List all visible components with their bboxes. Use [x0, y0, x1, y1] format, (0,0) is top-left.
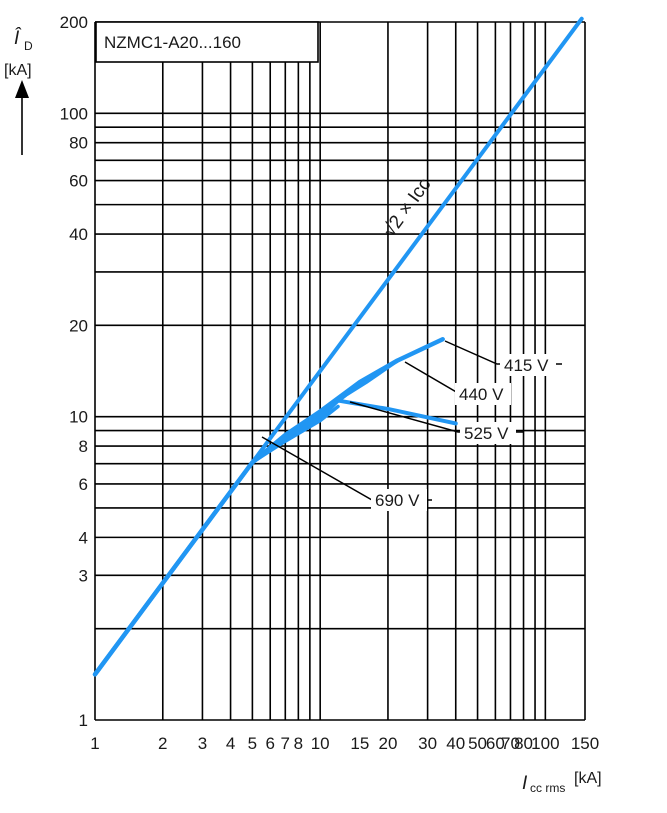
x-tick-label: 8 [294, 734, 303, 753]
annotation-label-440v: 440 V [459, 385, 504, 404]
x-tick-label: 4 [226, 734, 235, 753]
x-tick-label: 2 [158, 734, 167, 753]
x-tick-label: 60 [486, 734, 505, 753]
x-tick-label: 10 [311, 734, 330, 753]
annotation-label-690v: 690 V [375, 491, 420, 510]
annotation-box [455, 383, 511, 405]
x-tick-label: 100 [531, 734, 559, 753]
x-tick-label: 80 [514, 734, 533, 753]
y-tick-label: 100 [60, 104, 88, 123]
x-tick-label: 3 [198, 734, 207, 753]
x-tick-label: 20 [378, 734, 397, 753]
x-tick-label: 15 [350, 734, 369, 753]
y-tick-label: 1 [79, 711, 88, 730]
series-layer [92, 16, 584, 677]
x-axis-symbol: I [522, 773, 528, 794]
title-box [95, 21, 319, 63]
leader-line [334, 399, 416, 416]
series-line-690v [93, 404, 340, 677]
y-tick-label: 200 [60, 13, 88, 32]
x-axis-label: I cc rms [kA] [522, 770, 602, 795]
y-tick-label: 10 [69, 408, 88, 427]
x-tick-label: 1 [90, 734, 99, 753]
y-tick-label: 8 [79, 437, 88, 456]
y-axis-subscript: D [24, 39, 33, 53]
x-axis-subscript: cc rms [530, 781, 565, 795]
annotation-box [500, 354, 556, 376]
x-tick-label: 30 [418, 734, 437, 753]
y-tick-label: 6 [79, 475, 88, 494]
annotation-box [371, 489, 427, 511]
y-tick-label: 3 [79, 566, 88, 585]
x-tick-label: 5 [248, 734, 257, 753]
y-tick-label: 60 [69, 172, 88, 191]
y-axis-ticks: 1 3 4 6 8 10 20 40 60 80 100 200 [60, 13, 88, 730]
x-tick-label: 70 [501, 734, 520, 753]
y-tick-label: 80 [69, 134, 88, 153]
x-tick-label: 150 [571, 734, 599, 753]
y-axis-label: Î D [kA] [4, 27, 33, 155]
y-axis-unit: [kA] [4, 62, 32, 79]
x-tick-label: 40 [446, 734, 465, 753]
y-axis-symbol: Î [14, 27, 22, 49]
y-tick-label: 4 [79, 528, 88, 547]
annotation-box [460, 422, 516, 444]
annotation-label-415v: 415 V [504, 356, 549, 375]
y-tick-label: 40 [69, 225, 88, 244]
annotation-label-525v: 525 V [464, 424, 509, 443]
x-tick-label: 6 [265, 734, 274, 753]
y-tick-label: 20 [69, 316, 88, 335]
x-axis-unit: [kA] [574, 770, 602, 787]
y-axis-arrowhead [15, 80, 29, 98]
series-line-440v [93, 358, 400, 677]
chart-title: NZMC1-A20...160 [104, 33, 241, 52]
x-tick-label: 50 [468, 734, 487, 753]
x-tick-label: 7 [281, 734, 290, 753]
